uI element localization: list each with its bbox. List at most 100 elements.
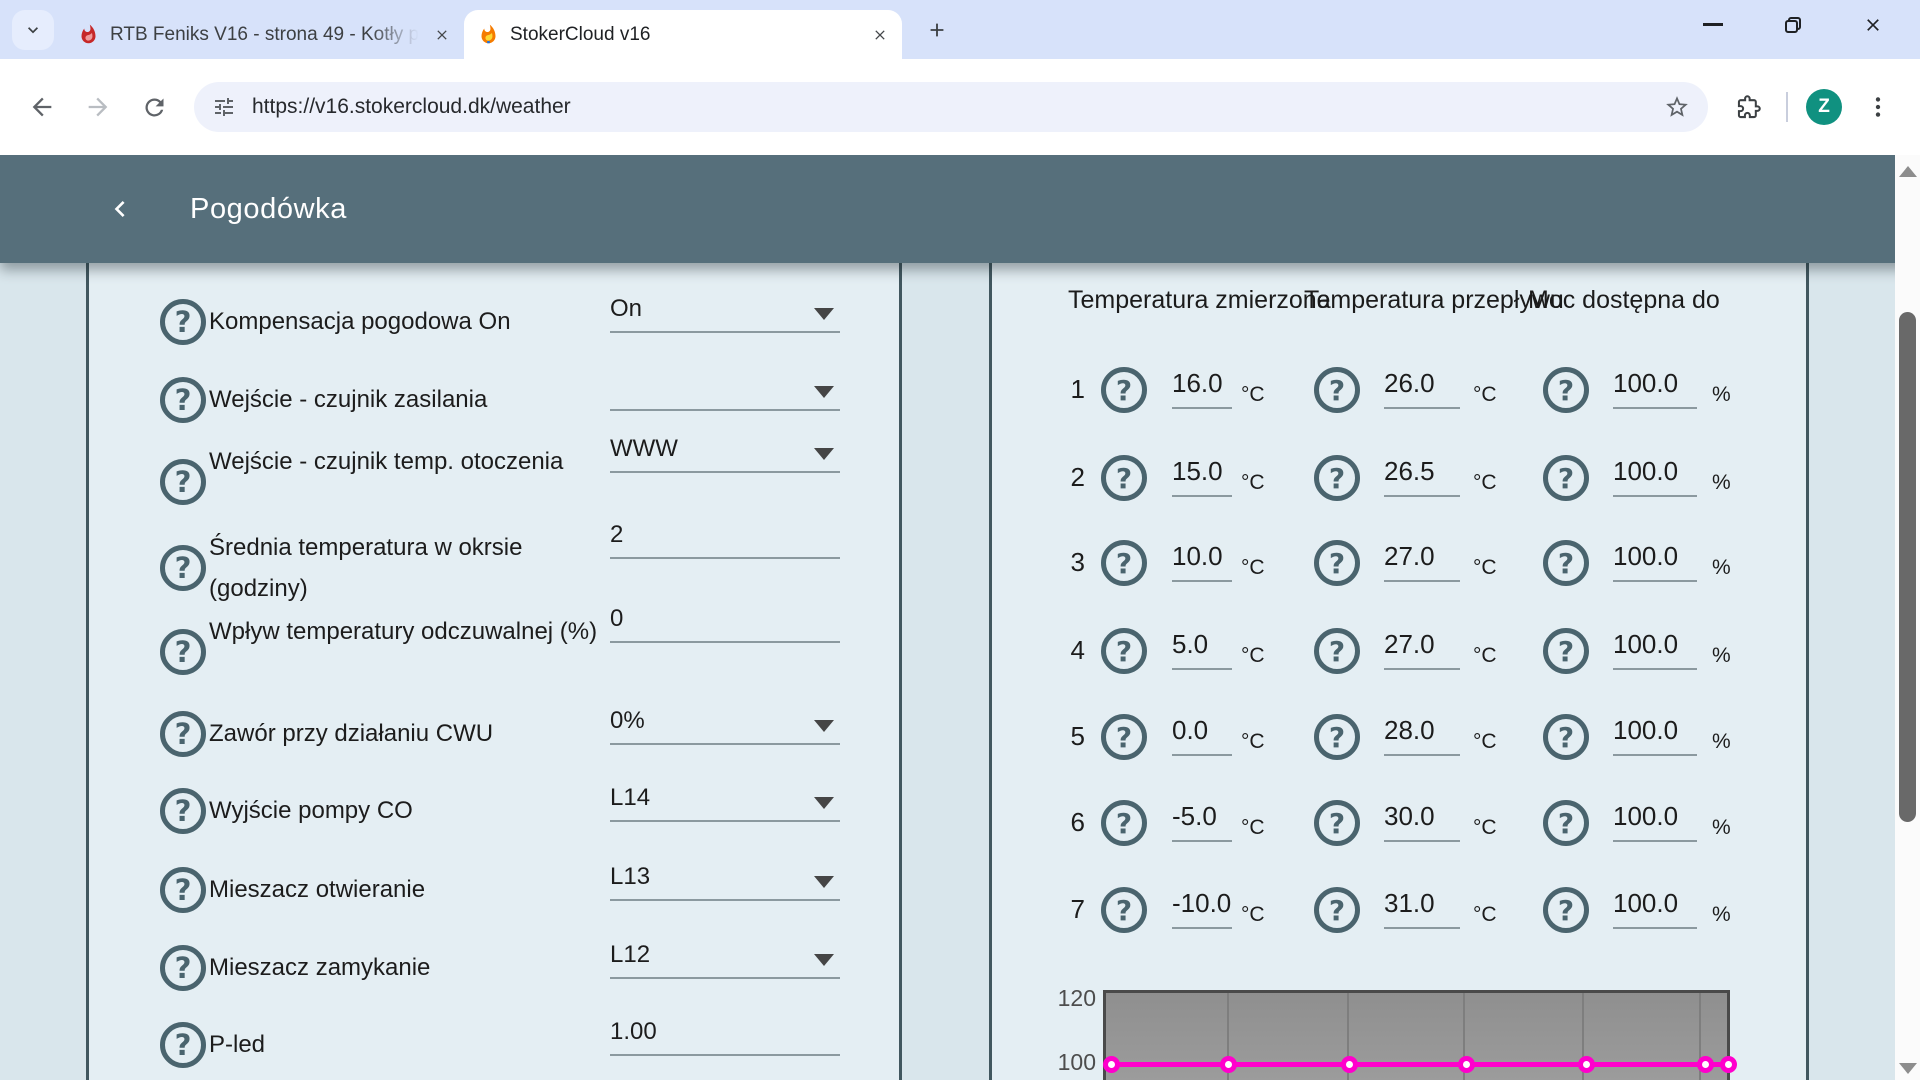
power-field[interactable]: 100.0 [1613, 628, 1697, 670]
measured-temp-field[interactable]: -10.0 [1172, 887, 1232, 929]
help-icon[interactable]: ? [160, 629, 206, 675]
help-icon[interactable]: ? [1314, 714, 1360, 760]
measured-temp-field[interactable]: -5.0 [1172, 800, 1232, 842]
help-icon[interactable]: ? [1101, 887, 1147, 933]
scroll-up-arrow-icon[interactable] [1899, 166, 1917, 177]
help-icon[interactable]: ? [1314, 367, 1360, 413]
flow-temp-field[interactable]: 28.0 [1384, 714, 1460, 756]
help-icon[interactable]: ? [1543, 367, 1589, 413]
help-icon[interactable]: ? [1543, 887, 1589, 933]
czujnik-otoczenia-select[interactable]: WWW [610, 433, 840, 473]
help-icon[interactable]: ? [1101, 455, 1147, 501]
tab-close-button[interactable] [428, 21, 456, 49]
help-icon[interactable]: ? [160, 711, 206, 757]
help-icon[interactable]: ? [160, 788, 206, 834]
help-icon[interactable]: ? [1543, 455, 1589, 501]
flow-temp-field[interactable]: 30.0 [1384, 800, 1460, 842]
help-icon[interactable]: ? [1101, 540, 1147, 586]
mieszacz-otwieranie-select[interactable]: L13 [610, 861, 840, 901]
back-button[interactable] [20, 85, 64, 129]
scrollbar-thumb[interactable] [1899, 312, 1916, 822]
mieszacz-zamykanie-select[interactable]: L12 [610, 939, 840, 979]
flow-temp-field[interactable]: 26.0 [1384, 367, 1460, 409]
form-label: Zawór przy działaniu CWU [209, 720, 494, 747]
extensions-button[interactable] [1726, 85, 1770, 129]
help-icon[interactable]: ? [160, 867, 206, 913]
minimize-button[interactable] [1698, 10, 1728, 40]
new-tab-button[interactable] [920, 13, 954, 47]
help-icon[interactable]: ? [1543, 714, 1589, 760]
unit-label: °C [1241, 644, 1265, 667]
form-row-zawor-cwu: ? Zawór przy działaniu CWU 0% [160, 707, 875, 757]
form-row-pompa-co: ? Wyjście pompy CO L14 [160, 784, 875, 834]
power-field[interactable]: 100.0 [1613, 800, 1697, 842]
form-label: P-led [209, 1031, 266, 1058]
help-icon[interactable]: ? [160, 945, 206, 991]
tab-search-button[interactable] [12, 10, 54, 50]
scroll-down-arrow-icon[interactable] [1899, 1063, 1917, 1074]
help-icon[interactable]: ? [1543, 540, 1589, 586]
help-icon[interactable]: ? [1314, 887, 1360, 933]
row-number: 6 [1070, 807, 1085, 837]
measured-temp-field[interactable]: 5.0 [1172, 628, 1232, 670]
help-icon[interactable]: ? [1543, 628, 1589, 674]
form-row-mieszacz-otwieranie: ? Mieszacz otwieranie L13 [160, 863, 875, 913]
forward-button[interactable] [76, 85, 120, 129]
help-icon[interactable]: ? [1314, 455, 1360, 501]
help-icon[interactable]: ? [1543, 800, 1589, 846]
reload-button[interactable] [132, 85, 176, 129]
power-field[interactable]: 100.0 [1613, 714, 1697, 756]
unit-label: °C [1241, 730, 1265, 753]
power-field[interactable]: 100.0 [1613, 455, 1697, 497]
help-icon[interactable]: ? [1101, 628, 1147, 674]
czujnik-zasilania-select[interactable] [610, 371, 840, 411]
tab-stokercloud[interactable]: StokerCloud v16 [464, 10, 902, 59]
help-icon[interactable]: ? [1101, 367, 1147, 413]
address-bar[interactable]: https://v16.stokercloud.dk/weather [194, 82, 1708, 132]
help-icon[interactable]: ? [1314, 628, 1360, 674]
pompa-co-select[interactable]: L14 [610, 782, 840, 822]
flow-temp-field[interactable]: 27.0 [1384, 540, 1460, 582]
form-label: Kompensacja pogodowa On [209, 308, 511, 335]
help-icon[interactable]: ? [1101, 714, 1147, 760]
power-field[interactable]: 100.0 [1613, 367, 1697, 409]
unit-label: % [1712, 730, 1731, 753]
unit-label: °C [1473, 816, 1497, 839]
page-back-button[interactable] [98, 187, 142, 231]
flow-temp-field[interactable]: 26.5 [1384, 455, 1460, 497]
help-icon[interactable]: ? [1101, 800, 1147, 846]
col-header-temperatura-przeplywu: Temperatura przepływu [1304, 286, 1564, 314]
unit-label: °C [1473, 730, 1497, 753]
bookmark-button[interactable] [1664, 94, 1690, 120]
help-icon[interactable]: ? [160, 545, 206, 591]
menu-button[interactable] [1856, 85, 1900, 129]
url-text[interactable]: https://v16.stokercloud.dk/weather [252, 95, 571, 118]
flame-icon-red [81, 24, 96, 44]
help-icon[interactable]: ? [160, 459, 206, 505]
flow-temp-field[interactable]: 27.0 [1384, 628, 1460, 670]
tab-close-button[interactable] [866, 21, 894, 49]
kompensacja-select[interactable]: On [610, 293, 840, 333]
tab-rtb-feniks[interactable]: RTB Feniks V16 - strona 49 - Kotły pell [64, 10, 464, 59]
flow-temp-field[interactable]: 31.0 [1384, 887, 1460, 929]
measured-temp-field[interactable]: 16.0 [1172, 367, 1232, 409]
measured-temp-field[interactable]: 0.0 [1172, 714, 1232, 756]
p-led-input[interactable]: 1.00 [610, 1016, 840, 1056]
form-label: Wejście - czujnik zasilania [209, 386, 488, 413]
zawor-cwu-select[interactable]: 0% [610, 705, 840, 745]
help-icon[interactable]: ? [1314, 540, 1360, 586]
help-icon[interactable]: ? [1314, 800, 1360, 846]
restore-button[interactable] [1778, 10, 1808, 40]
profile-button[interactable]: Z [1806, 89, 1842, 125]
close-window-button[interactable] [1858, 10, 1888, 40]
power-field[interactable]: 100.0 [1613, 540, 1697, 582]
help-icon[interactable]: ? [160, 299, 206, 345]
help-icon[interactable]: ? [160, 1022, 206, 1068]
measured-temp-field[interactable]: 10.0 [1172, 540, 1232, 582]
help-icon[interactable]: ? [160, 377, 206, 423]
wplyw-temperatury-input[interactable]: 0 [610, 603, 840, 643]
srednia-temperatura-input[interactable]: 2 [610, 519, 840, 559]
power-field[interactable]: 100.0 [1613, 887, 1697, 929]
page-scrollbar[interactable] [1895, 155, 1920, 1080]
measured-temp-field[interactable]: 15.0 [1172, 455, 1232, 497]
